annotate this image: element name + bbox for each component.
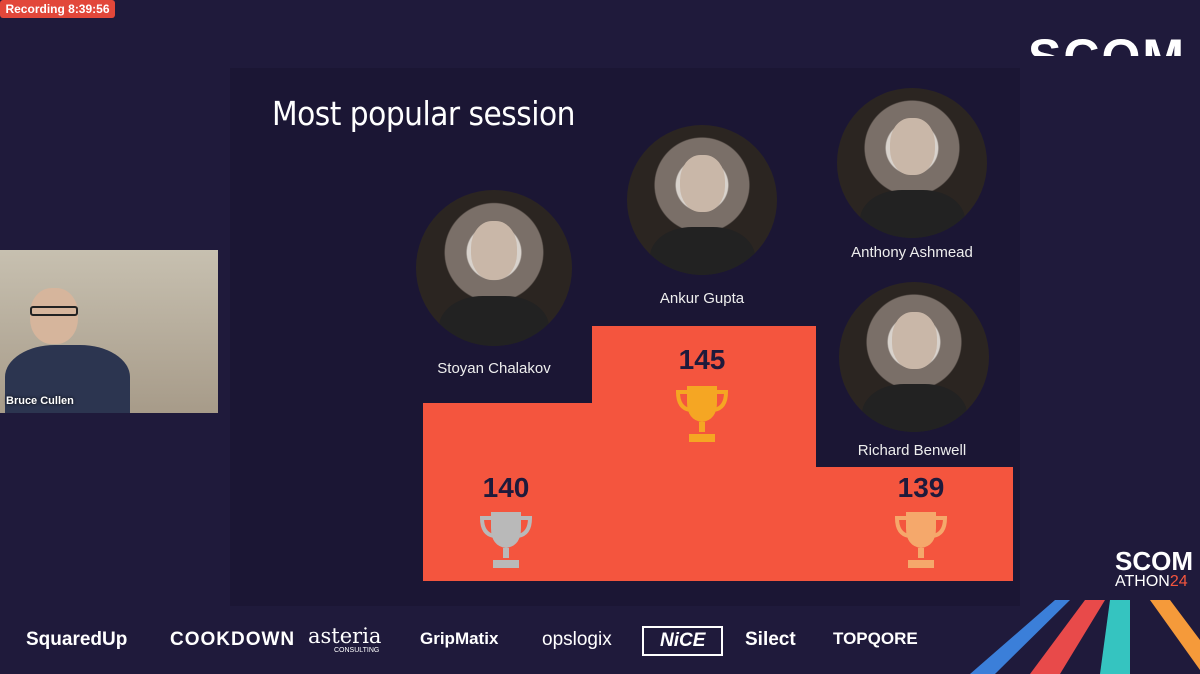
- trophy-bronze: [894, 512, 948, 568]
- sponsor: NiCE: [642, 626, 724, 656]
- sponsor: TOPQORE: [833, 629, 918, 648]
- sponsor: SquaredUp: [26, 629, 128, 650]
- sponsor: GripMatix: [420, 629, 499, 648]
- avatar: [839, 282, 989, 432]
- brand-year: 24: [1169, 573, 1188, 590]
- winner-name: Anthony Ashmead: [851, 244, 973, 261]
- sponsor: asteria: [308, 624, 382, 648]
- brand-logo: SCOM ATHON24: [1115, 548, 1193, 590]
- video-tile: Bruce Cullen: [0, 250, 218, 413]
- sponsor: opslogix: [542, 629, 612, 650]
- avatar: [627, 125, 777, 275]
- brand-line: SCOM: [1115, 546, 1193, 576]
- trophy-silver: [479, 512, 533, 568]
- score: 139: [897, 472, 945, 503]
- logo-top: SCOM: [1028, 22, 1186, 56]
- brand-line: ATHON: [1115, 573, 1170, 590]
- score: 145: [678, 344, 726, 375]
- avatar: [837, 88, 987, 238]
- winner-name: Richard Benwell: [857, 442, 967, 459]
- slide-title: Most popular session: [272, 94, 575, 133]
- podium-first: [592, 326, 816, 581]
- participant-name: Bruce Cullen: [6, 395, 74, 407]
- trophy-gold: [675, 386, 729, 442]
- decor-stripes: [970, 600, 1200, 674]
- sponsor: Silect: [745, 629, 796, 650]
- winner-name: Stoyan Chalakov: [437, 360, 551, 377]
- sponsor: COOKDOWN: [170, 629, 296, 650]
- recording-badge: Recording 8:39:56: [0, 0, 115, 18]
- sponsor: CONSULTING: [334, 647, 380, 654]
- winner-name: Ankur Gupta: [659, 290, 745, 307]
- avatar: [416, 190, 572, 346]
- score: 140: [482, 472, 530, 503]
